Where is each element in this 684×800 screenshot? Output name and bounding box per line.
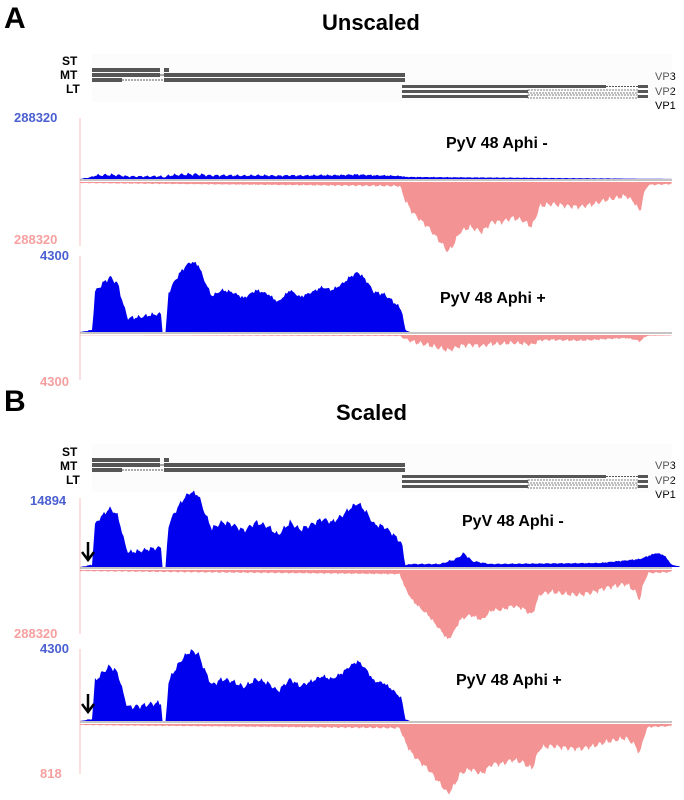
panel-b-letter: B	[4, 385, 26, 418]
track-a2-pos-scale: 4300	[40, 248, 69, 263]
gene-lt-label: LT	[66, 473, 80, 487]
gene-vp3-label: VP3	[655, 460, 676, 472]
positive-coverage-area	[80, 172, 672, 179]
gene-mt-exon1	[92, 73, 160, 77]
panel-b-title: Scaled	[336, 400, 407, 425]
gene-vp3-lead	[402, 475, 528, 478]
gene-panel-bg	[92, 444, 672, 492]
gene-vp2-lead	[402, 480, 528, 483]
gene-vp1-label: VP1	[655, 489, 676, 501]
gene-st-bar	[92, 68, 160, 72]
down-arrow-head	[81, 551, 95, 563]
gene-lt-exon1	[92, 78, 122, 82]
gene-mt-exon2	[164, 73, 405, 77]
positive-coverage-area	[80, 490, 672, 567]
gene-mt-exon1	[92, 463, 160, 467]
gene-st-bar	[92, 458, 160, 462]
track-b2-pos-scale: 4300	[40, 641, 69, 656]
track-b1-label: PyV 48 Aphi -	[462, 513, 564, 530]
gene-vp-end	[638, 85, 648, 88]
gene-vp1-lead	[402, 95, 528, 98]
gene-vp-end	[638, 475, 648, 478]
gene-lt-exon2	[164, 468, 405, 472]
gene-st-exon	[164, 458, 169, 462]
late-positive-peaks	[400, 552, 680, 567]
gene-vp-end	[638, 95, 648, 98]
gene-lt-label: LT	[66, 82, 80, 96]
track-b2-neg-scale: 818	[40, 766, 62, 781]
negative-coverage-area	[80, 724, 672, 795]
gene-st-exon	[164, 68, 169, 72]
gene-vp2-label: VP2	[655, 86, 676, 98]
gene-vp3-body	[528, 475, 606, 478]
gene-st-label: ST	[62, 54, 78, 68]
gene-vp-end	[638, 480, 648, 483]
gene-vp2-lead	[402, 90, 528, 93]
gene-mt-label: MT	[60, 68, 78, 82]
gene-lt-exon2	[164, 78, 405, 82]
gene-vp-end	[638, 485, 648, 488]
track-a1-label: PyV 48 Aphi -	[446, 135, 548, 152]
panel-b-graphics	[79, 444, 680, 795]
gene-vp3-body	[528, 85, 606, 88]
positive-coverage-area	[80, 261, 672, 332]
track-a2-neg-scale: 4300	[40, 374, 69, 389]
track-b1-neg-scale: 288320	[14, 626, 58, 641]
gene-vp2-label: VP2	[655, 475, 676, 487]
gene-vp3-label: VP3	[655, 71, 676, 83]
gene-st-label: ST	[62, 445, 78, 459]
gene-mt-label: MT	[60, 459, 78, 473]
panel-a-title: Unscaled	[322, 10, 420, 35]
negative-coverage-area	[80, 182, 672, 252]
track-b2-label: PyV 48 Aphi +	[456, 672, 562, 689]
panel-a-letter: A	[4, 2, 26, 35]
gene-mt-exon2	[164, 463, 405, 467]
gene-vp1-label: VP1	[655, 100, 676, 112]
gene-vp-end	[638, 90, 648, 93]
negative-coverage-area	[80, 335, 672, 352]
track-a1-neg-scale: 288320	[14, 232, 58, 247]
gene-vp3-lead	[402, 85, 528, 88]
panel-a-graphics	[79, 54, 672, 380]
gene-panel-bg	[92, 54, 672, 102]
negative-coverage-area	[80, 570, 672, 640]
track-b1-pos-scale: 14894	[30, 493, 67, 508]
gene-vp1-lead	[402, 485, 528, 488]
gene-lt-exon1	[92, 468, 122, 472]
positive-coverage-area	[80, 649, 672, 721]
track-a2-label: PyV 48 Aphi +	[440, 290, 546, 307]
down-arrow-head	[81, 703, 95, 715]
track-a1-pos-scale: 288320	[14, 110, 58, 125]
